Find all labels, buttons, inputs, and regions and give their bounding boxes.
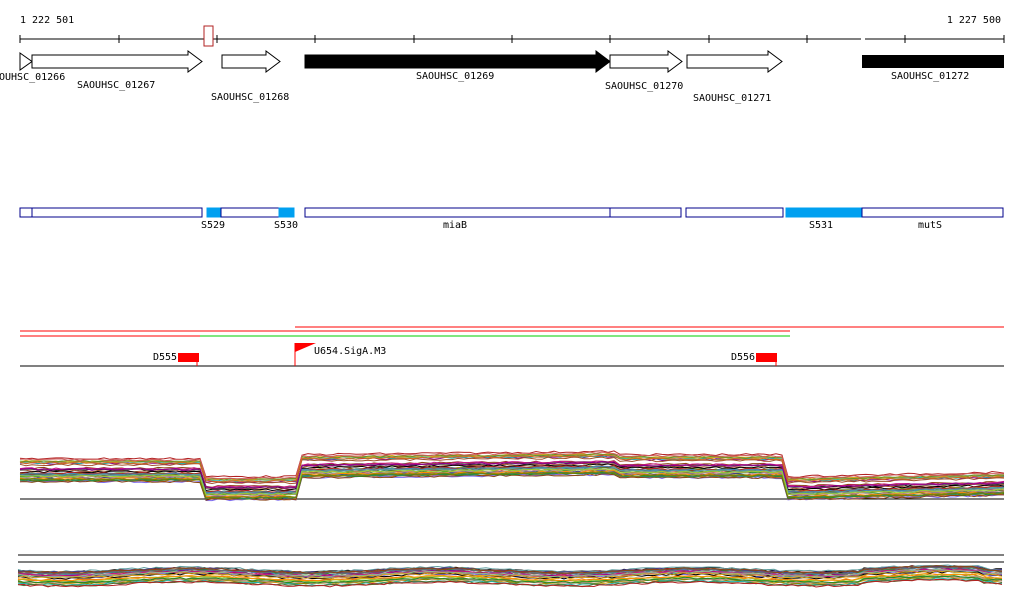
marker-flag-icon[interactable] <box>295 343 316 352</box>
feature-label-s530: S530 <box>274 220 298 231</box>
expression-line <box>17 570 1003 580</box>
expression-line <box>19 451 1004 480</box>
gene-track: OUHSC_01266 SAOUHSC_01267 SAOUHSC_01268 … <box>0 50 1004 104</box>
expression-line <box>19 454 1005 483</box>
marker-label-d556: D556 <box>731 352 755 363</box>
expression-lines <box>19 450 1005 502</box>
feature-label-s529: S529 <box>201 220 225 231</box>
expression-line <box>17 572 1003 582</box>
expression-line <box>17 565 1003 574</box>
gene-label-01271: SAOUHSC_01271 <box>693 93 771 104</box>
expression-line <box>19 470 1005 499</box>
feature-s529[interactable] <box>206 207 222 218</box>
gene-label-01268: SAOUHSC_01268 <box>211 92 289 103</box>
gene-label-01269: SAOUHSC_01269 <box>416 71 494 82</box>
feature-box[interactable] <box>31 207 203 218</box>
feature-label-miab: miaB <box>443 220 467 231</box>
expression-line <box>17 568 1003 578</box>
marker-d555[interactable] <box>178 353 199 362</box>
marker-label-d555: D555 <box>153 352 177 363</box>
expression-line <box>19 463 1005 492</box>
expression-track-2 <box>17 554 1004 588</box>
gene-label-01272: SAOUHSC_01272 <box>891 71 969 82</box>
expression-line <box>19 468 1005 497</box>
feature-s530[interactable] <box>278 207 295 218</box>
marker-d556[interactable] <box>756 353 777 362</box>
ruler-gap <box>861 36 865 42</box>
expression-line <box>17 575 1003 584</box>
coordinate-ruler: 1 222 501 1 227 500 <box>19 15 1005 47</box>
feature-muts[interactable] <box>861 207 1004 218</box>
gene-arrow-01267[interactable] <box>31 50 203 73</box>
viewport-marker[interactable] <box>203 25 214 47</box>
feature-miab[interactable] <box>304 207 611 218</box>
feature-s531[interactable] <box>785 207 862 218</box>
expression-track-1 <box>19 450 1005 502</box>
expression-line <box>19 461 1005 489</box>
gene-arrow-01271[interactable] <box>686 50 783 73</box>
feature-box[interactable] <box>685 207 784 218</box>
ruler-end-label: 1 227 500 <box>947 15 1001 26</box>
expression-line <box>17 568 1002 577</box>
marker-track: D555 U654.SigA.M3 D556 <box>20 326 1004 367</box>
feature-label-muts: mutS <box>918 220 942 231</box>
gene-label-01266: OUHSC_01266 <box>0 72 65 83</box>
expression-lines <box>17 564 1003 588</box>
gene-label-01270: SAOUHSC_01270 <box>605 81 683 92</box>
feature-track: S529 S530 miaB S531 mutS <box>19 207 1004 231</box>
gene-arrow-01268[interactable] <box>221 50 281 73</box>
expression-line <box>19 468 1005 496</box>
gene-arrow-01272[interactable] <box>862 55 1004 68</box>
expression-line <box>19 450 1005 479</box>
feature-box[interactable] <box>19 207 33 218</box>
ruler-start-label: 1 222 501 <box>20 15 74 26</box>
feature-box[interactable] <box>220 207 280 218</box>
marker-label-siga: U654.SigA.M3 <box>314 346 386 357</box>
expression-line <box>17 578 1003 588</box>
expression-line <box>17 564 1003 573</box>
feature-box[interactable] <box>609 207 682 218</box>
expression-line <box>19 456 1005 485</box>
feature-label-s531: S531 <box>809 220 833 231</box>
gene-label-01267: SAOUHSC_01267 <box>77 80 155 91</box>
gene-arrow-01266[interactable] <box>19 52 33 71</box>
expression-line <box>17 566 1003 575</box>
expression-line <box>19 466 1005 495</box>
gene-arrow-01270[interactable] <box>609 50 683 73</box>
gene-arrow-01269[interactable] <box>304 50 611 73</box>
